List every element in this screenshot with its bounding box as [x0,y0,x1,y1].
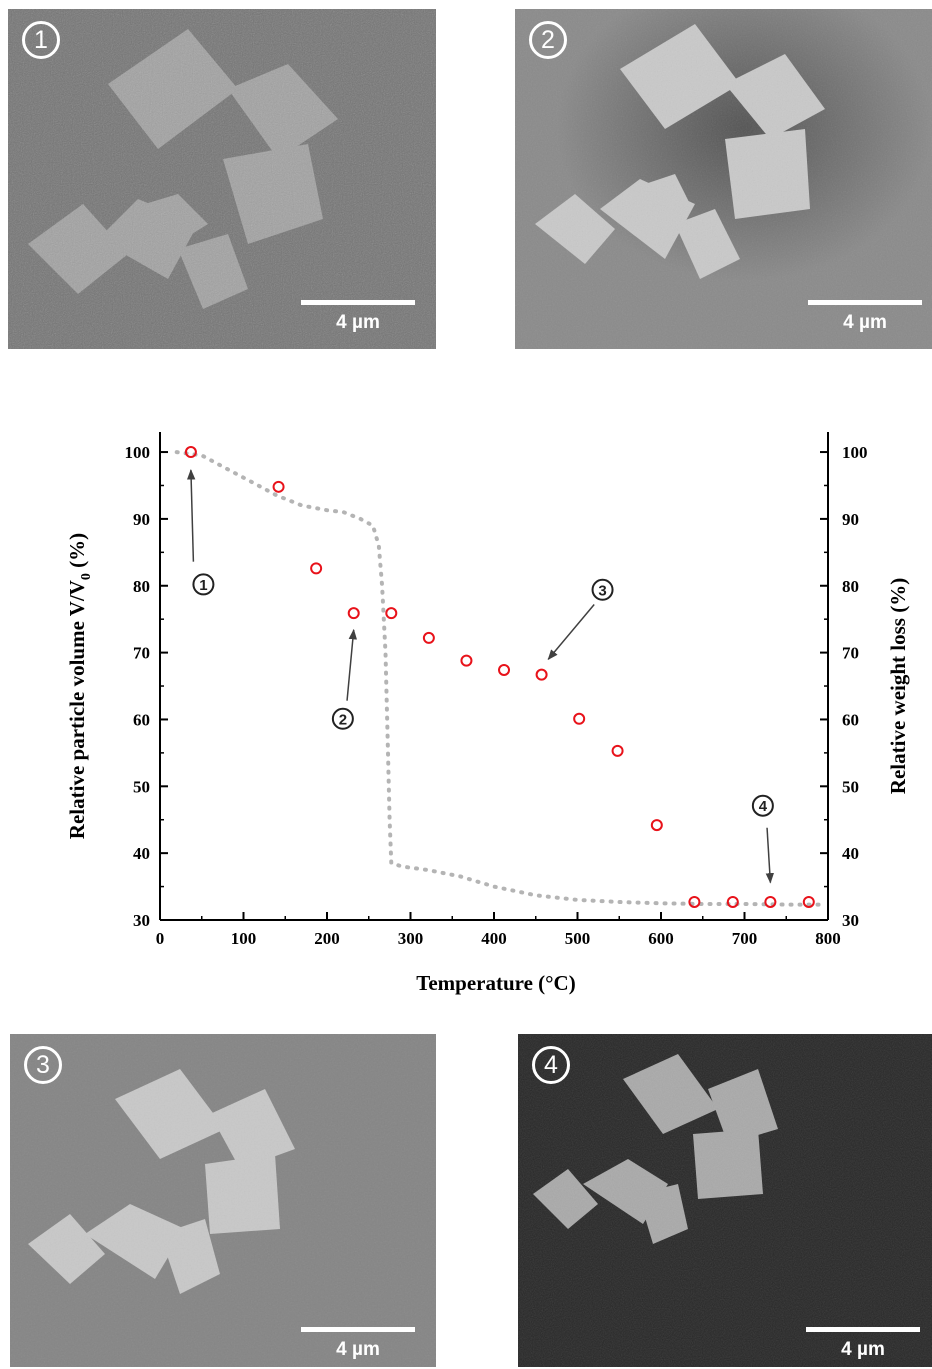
annotation-label-4: 4 [759,798,768,815]
x-tick-label: 500 [565,929,591,948]
scale-label-3: 4 µm [336,1339,380,1360]
y-right-tick-label: 40 [842,844,859,863]
annotation-arrow-1 [186,469,196,562]
volume-point [310,562,323,575]
annotation-label-2: 2 [339,711,347,728]
scale-label-4: 4 µm [841,1339,885,1360]
y-right-tick-label: 50 [842,777,859,796]
volume-point [726,895,739,908]
volume-point [460,654,473,667]
annotation-arrow-2 [346,628,358,701]
x-tick-label: 0 [156,929,165,948]
x-tick-label: 800 [815,929,841,948]
weight-loss-line [174,450,822,907]
y-right-tick-label: 100 [842,443,868,462]
sem-marker-2: 2 [529,21,567,59]
annotation-arrow-3 [547,603,595,661]
y-right-tick-label: 80 [842,577,859,596]
sem-image-3: 3 4 µm [10,1034,436,1367]
y-right-tick-label: 30 [842,911,859,930]
y-axis-right-label: Relative weight loss (%) [886,578,910,794]
y-right-tick-label: 60 [842,710,859,729]
y-left-tick-label: 50 [133,777,150,796]
annotation-marker-2 [331,707,354,730]
volume-points [184,446,815,908]
y-left-tick-label: 40 [133,844,150,863]
annotation-marker-4 [751,794,774,817]
sem-image-2: 2 4 µm [515,9,932,349]
annotation-marker-1 [192,573,215,596]
volume-point [535,668,548,681]
x-tick-label: 600 [648,929,674,948]
y-left-label-suffix: (%) [65,533,89,573]
sem-micrograph-1 [8,9,436,349]
volume-point [498,663,511,676]
sem-micrograph-4 [518,1034,932,1367]
x-tick-label: 400 [481,929,507,948]
y-left-tick-label: 30 [133,911,150,930]
sem-marker-4: 4 [532,1046,570,1084]
volume-point [650,819,663,832]
volume-point [422,631,435,644]
y-left-label-subscript: 0 [79,573,94,580]
y-right-tick-label: 90 [842,510,859,529]
volume-point [802,895,815,908]
sem-marker-1: 1 [22,21,60,59]
volume-point [184,446,197,459]
volume-point [347,607,360,620]
volume-point [688,895,701,908]
y-left-tick-label: 100 [125,443,151,462]
annotation-label-3: 3 [598,582,606,599]
x-tick-label: 700 [732,929,758,948]
volume-point [764,895,777,908]
sem-micrograph-2 [515,9,932,349]
plot-frame [159,432,829,921]
scale-label-2: 4 µm [843,312,887,333]
y-axis-left-label: Relative particle volume V/V0 (%) [65,533,94,839]
annotations: 1 2 3 4 [186,469,775,884]
scale-bar-1 [301,300,415,305]
scale-bar-3 [301,1327,415,1332]
x-tick-label: 100 [231,929,257,948]
sem-marker-3: 3 [24,1046,62,1084]
sem-image-4: 4 4 µm [518,1034,932,1367]
y-left-tick-label: 90 [133,510,150,529]
volume-point [573,712,586,725]
sem-image-1: 1 4 µm [8,9,436,349]
x-tick-label: 300 [398,929,424,948]
y-left-label-main: Relative particle volume V/V [65,580,89,839]
volume-point [385,607,398,620]
scale-bar-4 [806,1327,920,1332]
sem-micrograph-3 [10,1034,436,1367]
x-tick-label: 200 [314,929,340,948]
annotation-marker-3 [591,578,614,601]
y-left-tick-label: 60 [133,710,150,729]
annotation-arrow-4 [765,827,775,884]
volume-point [272,480,285,493]
volume-point [611,744,624,757]
weight-loss-curve [174,450,822,907]
x-axis-label: Temperature (°C) [416,971,575,995]
scale-label-1: 4 µm [336,312,380,333]
y-right-tick-label: 70 [842,644,859,663]
y-left-tick-label: 80 [133,577,150,596]
scale-bar-2 [808,300,922,305]
y-left-tick-label: 70 [133,644,150,663]
annotation-label-1: 1 [199,577,207,594]
